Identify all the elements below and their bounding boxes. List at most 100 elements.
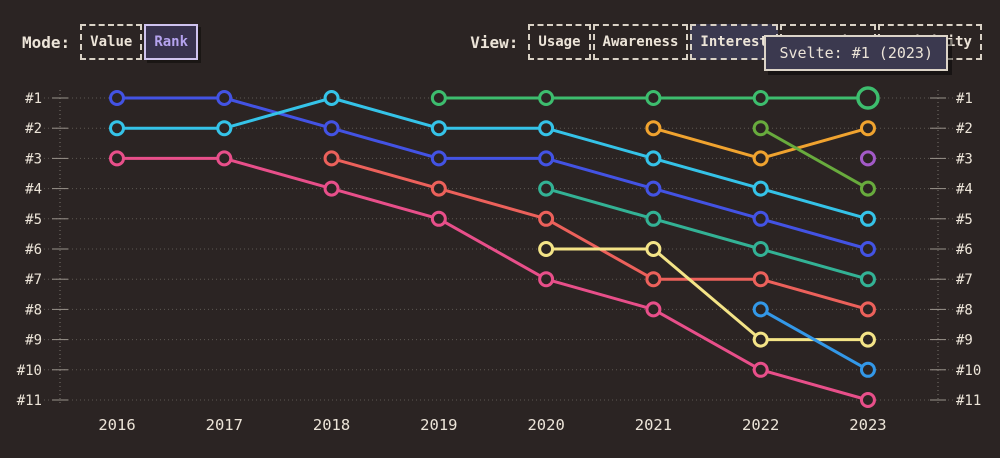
y-axis-label-left: #9 <box>25 333 42 349</box>
y-axis-label-left: #8 <box>25 302 42 318</box>
x-axis-label: 2019 <box>420 416 457 434</box>
series-line-series-cyan <box>115 96 870 221</box>
data-point-series-blue-2022[interactable] <box>752 210 769 227</box>
data-point-series-pink-2022[interactable] <box>752 361 769 378</box>
tooltip: Svelte: #1 (2023) <box>764 35 948 71</box>
y-axis-label-right: #3 <box>956 151 973 167</box>
y-axis-label-left: #11 <box>17 393 42 409</box>
y-axis-label-left: #6 <box>25 242 42 258</box>
data-point-series-cyan-2023[interactable] <box>859 210 876 227</box>
data-point-series-yellow-2020[interactable] <box>538 241 555 257</box>
data-point-series-salmon-2020[interactable] <box>538 210 555 227</box>
data-point-series-yellow-2023[interactable] <box>859 331 876 348</box>
view-button-interest[interactable]: Interest <box>690 24 778 60</box>
data-point-series-lightblue-2023[interactable] <box>859 361 876 378</box>
data-point-series-salmon-2018[interactable] <box>323 150 340 167</box>
y-axis-label-right: #8 <box>956 302 973 318</box>
data-point-series-teal-2020[interactable] <box>538 180 555 197</box>
view-label: View: <box>470 32 519 52</box>
data-point-series-blue-2021[interactable] <box>645 180 662 197</box>
view-button-awareness[interactable]: Awareness <box>592 24 689 60</box>
data-point-series-salmon-2022[interactable] <box>752 271 769 288</box>
data-point-series-pink-2020[interactable] <box>538 271 555 288</box>
y-axis-label-right: #1 <box>956 91 973 107</box>
series-line-series-salmon <box>330 156 870 311</box>
data-point-series-pink-2023[interactable] <box>859 392 876 408</box>
mode-toggle-group: Mode: Value Rank <box>22 24 200 60</box>
y-axis-label-left: #4 <box>25 182 42 198</box>
y-axis-label-left: #7 <box>25 272 42 288</box>
x-axis-label: 2018 <box>313 416 350 434</box>
y-axis-label-right: #4 <box>956 182 973 198</box>
view-button-usage[interactable]: Usage <box>528 24 591 60</box>
data-point-series-olive-2022[interactable] <box>752 120 769 137</box>
mode-button-value[interactable]: Value <box>80 24 143 60</box>
x-axis-label: 2017 <box>206 416 243 434</box>
mode-label: Mode: <box>22 32 71 52</box>
data-point-series-orange-2022[interactable] <box>752 150 769 167</box>
y-axis-label-left: #1 <box>25 91 42 107</box>
data-point-series-pink-2019[interactable] <box>430 210 447 227</box>
data-point-series-pink-2018[interactable] <box>323 180 340 197</box>
data-point-series-salmon-2023[interactable] <box>859 301 876 318</box>
data-point-series-cyan-2016[interactable] <box>109 120 125 137</box>
mode-button-rank[interactable]: Rank <box>144 24 199 60</box>
data-point-Svelte-2021[interactable] <box>645 90 662 106</box>
x-axis-label: 2022 <box>742 416 779 434</box>
y-axis-label-left: #2 <box>25 121 42 137</box>
data-point-series-blue-2017[interactable] <box>216 90 233 106</box>
data-point-series-orange-2023[interactable] <box>859 120 876 137</box>
data-point-series-yellow-2022[interactable] <box>752 331 769 348</box>
data-point-Svelte-2020[interactable] <box>538 90 555 106</box>
x-axis-label: 2023 <box>849 416 886 434</box>
data-point-series-teal-2021[interactable] <box>645 210 662 227</box>
y-axis-label-right: #10 <box>956 363 981 379</box>
data-point-series-yellow-2021[interactable] <box>645 241 662 257</box>
tooltip-text: Svelte: #1 (2023) <box>779 44 933 62</box>
data-point-series-cyan-2018[interactable] <box>323 90 340 106</box>
data-point-series-blue-2020[interactable] <box>538 150 555 167</box>
data-point-series-cyan-2022[interactable] <box>752 180 769 197</box>
data-point-series-blue-2018[interactable] <box>323 120 340 137</box>
data-point-series-salmon-2021[interactable] <box>645 271 662 288</box>
y-axis-label-left: #5 <box>25 212 42 228</box>
y-axis-label-right: #7 <box>956 272 973 288</box>
data-point-series-blue-2016[interactable] <box>109 90 125 106</box>
data-point-series-cyan-2021[interactable] <box>645 150 662 167</box>
x-axis-label: 2016 <box>98 416 135 434</box>
data-point-series-blue-2023[interactable] <box>859 241 876 257</box>
data-point-series-salmon-2019[interactable] <box>430 180 447 197</box>
data-point-series-teal-2023[interactable] <box>859 271 876 288</box>
data-point-Svelte-2023[interactable] <box>856 86 880 110</box>
y-axis-label-right: #5 <box>956 212 973 228</box>
series-line-series-pink <box>115 156 870 402</box>
y-axis-label-left: #3 <box>25 151 42 167</box>
data-point-series-pink-2016[interactable] <box>109 150 125 167</box>
series-line-series-teal <box>544 187 870 281</box>
x-axis-label: 2020 <box>527 416 564 434</box>
data-point-series-olive-2023[interactable] <box>859 180 876 197</box>
y-axis-label-left: #10 <box>17 363 42 379</box>
x-axis-label: 2021 <box>635 416 672 434</box>
data-point-series-pink-2017[interactable] <box>216 150 233 167</box>
data-point-series-lightblue-2022[interactable] <box>752 301 769 318</box>
data-point-Svelte-2019[interactable] <box>430 90 447 106</box>
y-axis-label-right: #9 <box>956 333 973 349</box>
data-point-series-cyan-2020[interactable] <box>538 120 555 137</box>
data-point-series-purple-2023[interactable] <box>859 150 876 167</box>
data-point-series-teal-2022[interactable] <box>752 241 769 257</box>
data-point-series-orange-2021[interactable] <box>645 120 662 137</box>
series-line-series-blue <box>115 96 870 251</box>
series-line-series-olive <box>759 126 870 191</box>
data-point-series-pink-2021[interactable] <box>645 301 662 318</box>
y-axis-label-right: #11 <box>956 393 981 409</box>
y-axis-label-right: #2 <box>956 121 973 137</box>
data-point-series-blue-2019[interactable] <box>430 150 447 167</box>
data-point-series-cyan-2017[interactable] <box>216 120 233 137</box>
data-point-series-cyan-2019[interactable] <box>430 120 447 137</box>
series-line-series-lightblue <box>759 307 870 372</box>
y-axis-label-right: #6 <box>956 242 973 258</box>
data-point-Svelte-2022[interactable] <box>752 90 769 106</box>
